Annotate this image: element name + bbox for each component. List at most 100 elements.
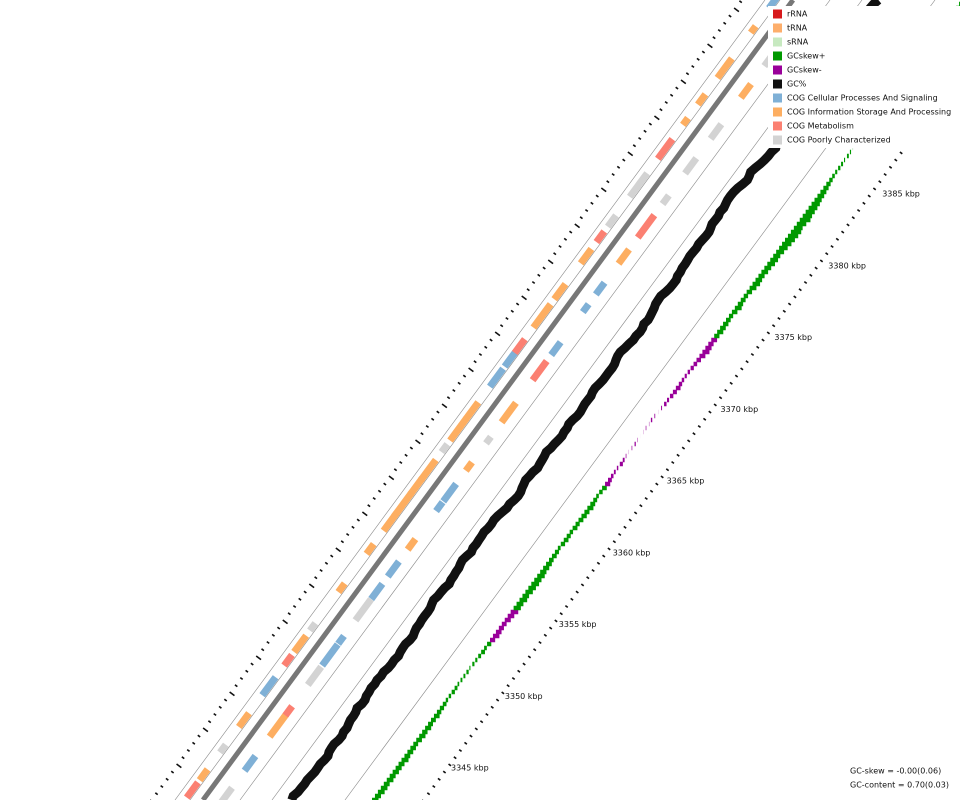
tick-mark (627, 151, 634, 157)
tick-mark (388, 475, 395, 481)
legend-swatch (773, 121, 782, 131)
tick-mark (590, 201, 594, 205)
tick-mark (579, 216, 583, 220)
tick-mark (441, 403, 448, 409)
gene (580, 302, 592, 315)
tick-mark (558, 244, 562, 249)
tick-mark (340, 540, 345, 544)
gene (266, 712, 289, 739)
tick-mark (643, 129, 647, 133)
scale-tick (777, 316, 781, 321)
tick-mark (250, 662, 254, 666)
scale-tick (803, 280, 808, 285)
tick-mark (223, 698, 228, 702)
gene (335, 581, 348, 595)
tick-mark (425, 424, 429, 429)
tick-mark (436, 410, 440, 414)
tick-mark (595, 194, 599, 198)
tick-mark (181, 756, 185, 760)
scale-tick (527, 655, 532, 659)
scale-tick (883, 172, 887, 177)
gene (634, 213, 658, 240)
tick-mark (372, 496, 376, 501)
tick-mark (638, 136, 642, 141)
scale-tick (697, 424, 702, 429)
scale-tick (649, 489, 654, 493)
scale-tick (867, 194, 871, 198)
tick-mark (345, 532, 350, 537)
scale-tick (559, 612, 563, 616)
tick-mark (685, 72, 690, 76)
scale-tick (851, 216, 855, 220)
gene (483, 434, 494, 446)
scale-tick (511, 676, 516, 681)
gene (281, 652, 295, 668)
tick-mark (600, 187, 607, 193)
legend-swatch (773, 135, 782, 145)
scale-tick (724, 388, 728, 393)
tick-mark (351, 525, 355, 529)
tick-mark (606, 180, 610, 184)
track-line (271, 0, 863, 800)
scale-tick (782, 309, 786, 313)
scale-tick (841, 230, 845, 234)
gene (766, 0, 783, 11)
gene (714, 56, 735, 81)
tick-mark (611, 172, 615, 177)
tick-mark (574, 223, 581, 229)
tick-mark (478, 352, 483, 357)
scale-tick (756, 345, 760, 349)
gene (384, 559, 402, 579)
gene (511, 337, 528, 355)
tick-mark (712, 36, 716, 40)
gene (183, 780, 201, 800)
tick-mark (531, 280, 536, 285)
scale-tick (665, 468, 670, 472)
tick-mark (659, 108, 663, 112)
gene (655, 137, 676, 161)
scale-tick (862, 201, 866, 205)
tick-mark (632, 144, 637, 148)
gene (241, 753, 259, 773)
scale-tick (548, 626, 553, 630)
tick-mark (308, 583, 315, 589)
scale-tick (894, 158, 898, 162)
scale-tick (660, 475, 664, 479)
tick-mark (616, 165, 621, 169)
gene (501, 350, 519, 369)
tick-mark (361, 511, 368, 517)
tick-mark (207, 720, 212, 724)
scale-tick (681, 446, 686, 450)
gene (352, 597, 374, 623)
scale-tick (591, 568, 595, 573)
gene (551, 281, 569, 302)
scale-tick (787, 302, 792, 306)
gc-skew-stat: GC-skew = -0.00(0.06) (850, 767, 941, 776)
gene (217, 742, 229, 755)
tick-mark (409, 446, 414, 450)
gene (196, 767, 211, 783)
scale-tick (872, 187, 877, 191)
tick-mark (234, 684, 238, 688)
tick-mark (446, 396, 451, 400)
backbone (200, 0, 796, 800)
legend-swatch (773, 65, 782, 75)
gene (577, 246, 595, 266)
legend-swatch (773, 93, 782, 103)
gene (680, 115, 691, 127)
tick-mark (717, 28, 722, 33)
legend-label: tRNA (787, 24, 808, 33)
gene (738, 81, 754, 100)
tick-mark (553, 252, 557, 256)
gene (487, 366, 506, 389)
gene (530, 302, 554, 330)
tick-mark (191, 741, 196, 745)
scale-label: 3385 kbp (882, 190, 920, 199)
scale-tick (655, 482, 659, 486)
gene (236, 711, 252, 730)
scale-tick (639, 504, 643, 508)
gene (259, 675, 279, 698)
scale-tick (570, 597, 574, 601)
legend-label: GCskew+ (787, 52, 825, 61)
